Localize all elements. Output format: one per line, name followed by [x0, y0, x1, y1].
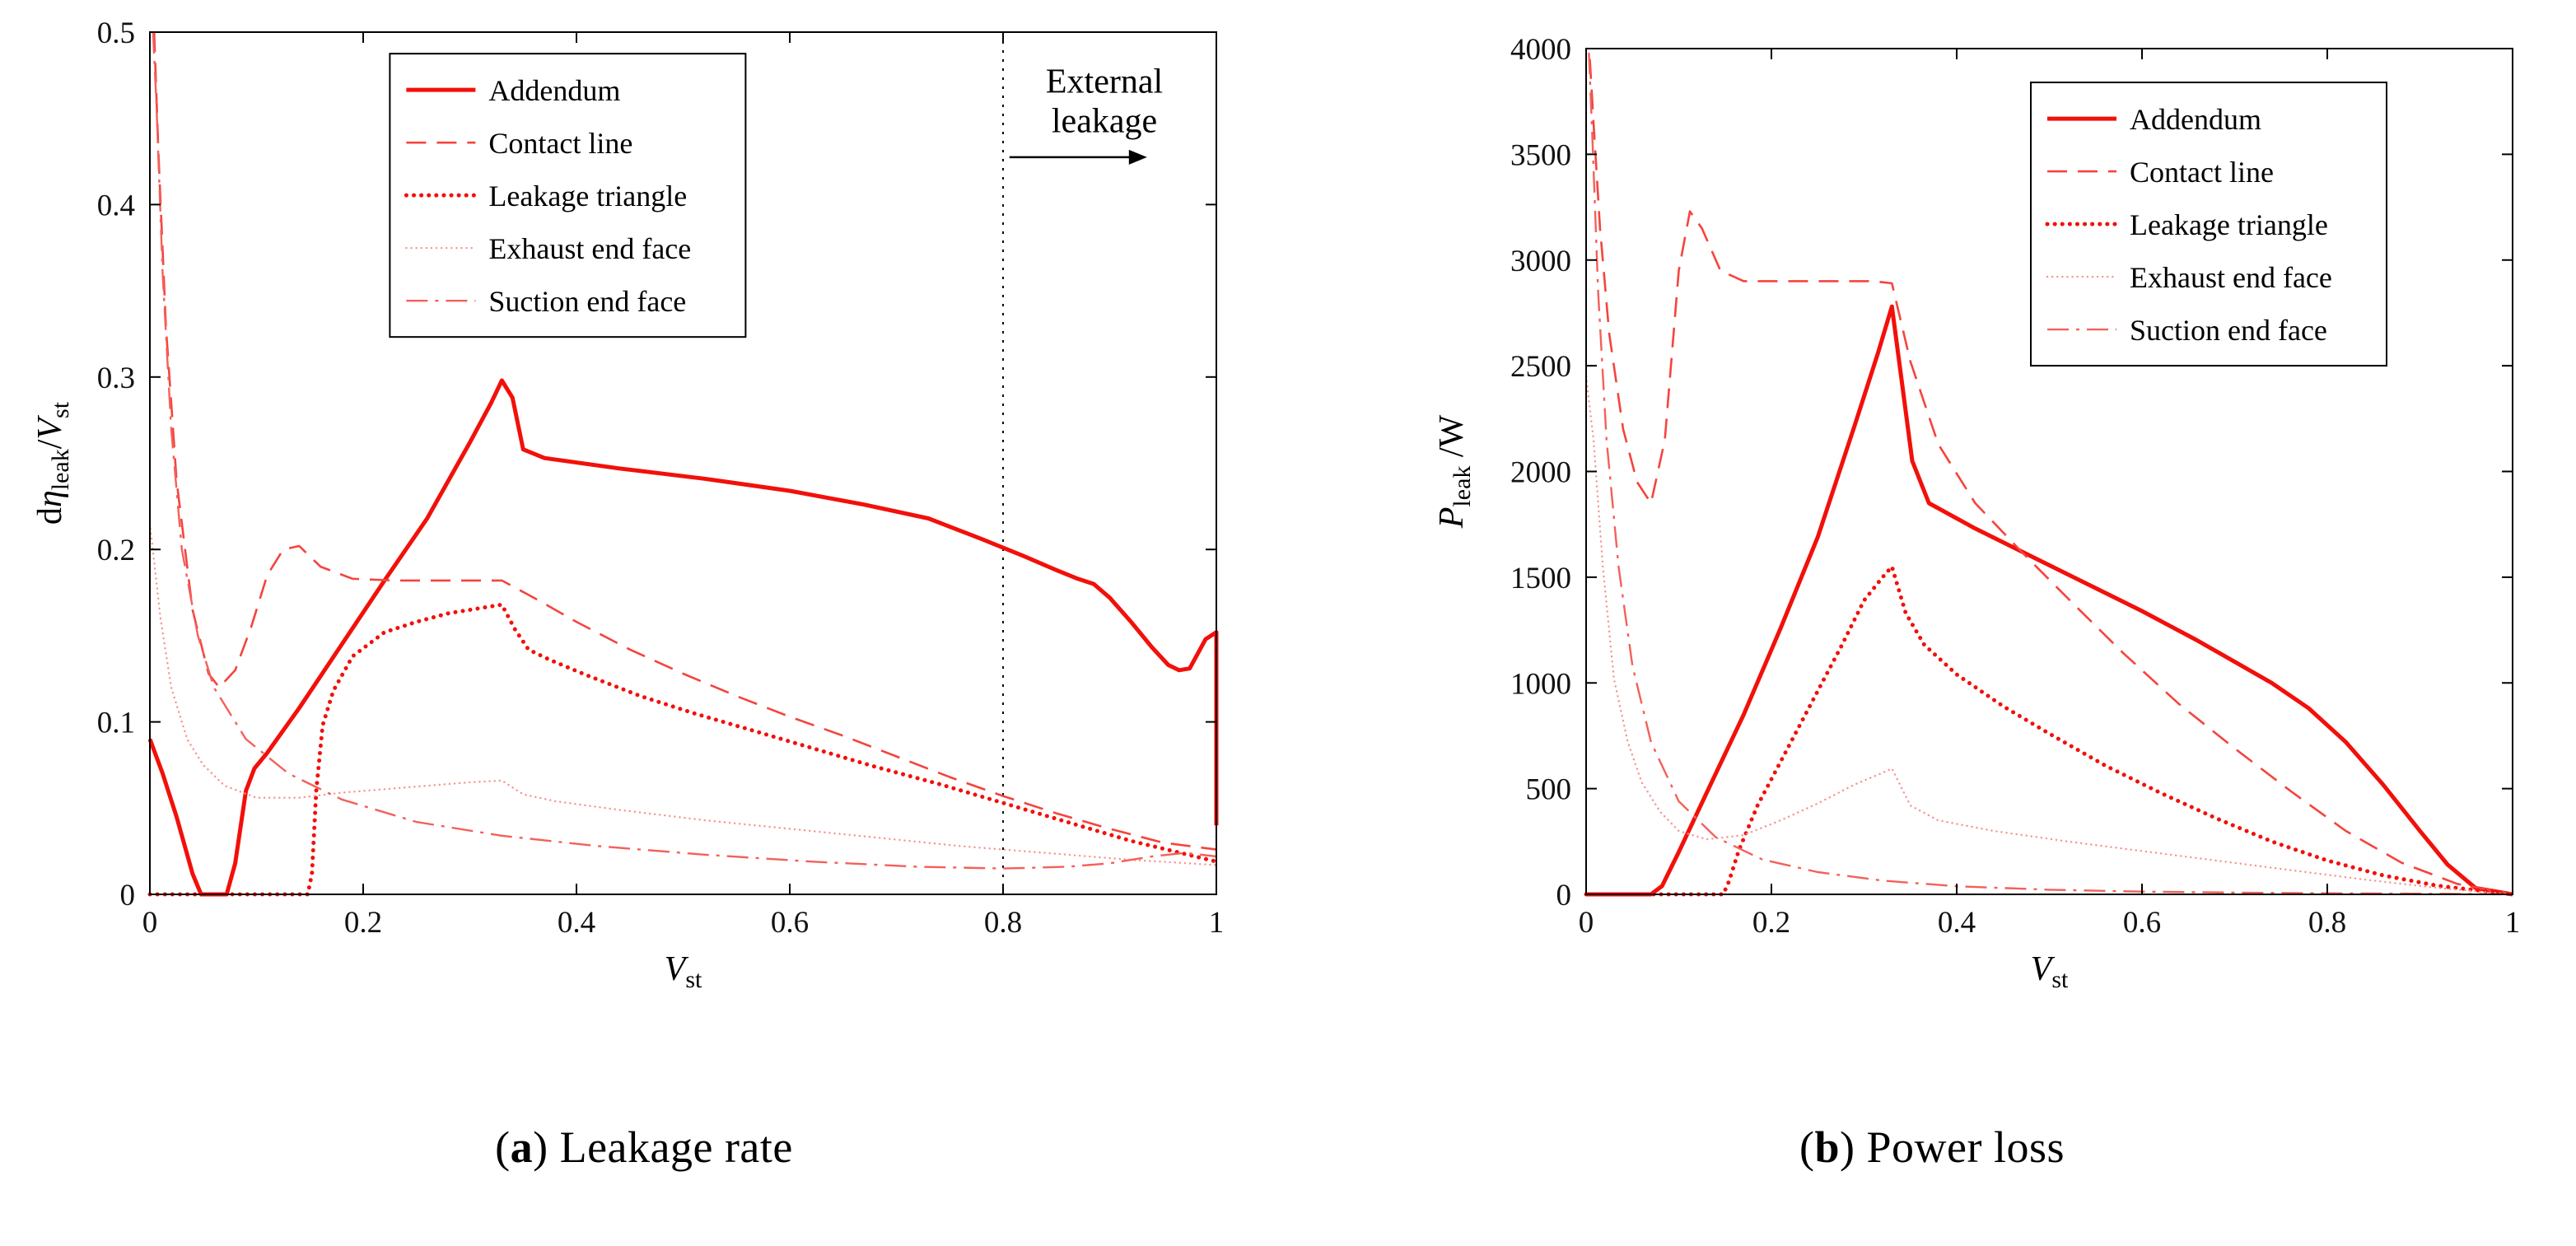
series-suction-end-face: [1588, 53, 2513, 896]
series-contact-line: [1589, 58, 2513, 896]
x-tick-label: 0.6: [2123, 906, 2161, 940]
x-tick-label: 0.2: [1752, 906, 1790, 940]
x-tick-label: 0.4: [558, 906, 595, 940]
series-addendum: [147, 378, 1219, 897]
caption-a: (a) Leakage rate: [495, 1122, 793, 1173]
caption-text-part: (: [1799, 1122, 1815, 1172]
series-exhaust-end-face: [1584, 375, 2514, 896]
caption-text-part: (: [495, 1122, 511, 1172]
y-tick-label: 2000: [1510, 456, 1571, 490]
caption-text-part: b: [1814, 1122, 1841, 1172]
y-tick-label: 4000: [1510, 33, 1571, 67]
chart-a: 0 0.2 0.4 0.6 0.8 1 0 0.1 0.2 0.3 0.4 0.5 Vst dηleak/…: [31, 16, 1225, 992]
y-tick-label: 0.1: [97, 707, 135, 740]
series-leakage-triangle: [1584, 564, 2515, 897]
x-tick-label: 0.4: [1938, 906, 1976, 940]
plot-frame: [149, 31, 1217, 895]
annotation-arrow-head: [1128, 149, 1147, 165]
legend-label-leakage-triangle: Leakage triangle: [2130, 208, 2328, 241]
legend-label-suction-end-face: Suction end face: [488, 285, 686, 318]
series-leakage-triangle: [147, 602, 1219, 897]
series-addendum: [1586, 304, 2513, 897]
caption-text-part: a: [510, 1122, 534, 1172]
legend-label-contact-line: Contact line: [488, 127, 632, 160]
legend-label-contact-line: Contact line: [2130, 156, 2274, 189]
caption-text-part: ) Power loss: [1840, 1122, 2065, 1172]
y-tick-label: 2500: [1510, 350, 1571, 384]
x-tick-label: 0: [142, 906, 158, 940]
legend-box: [2030, 82, 2387, 367]
y-tick-label: 0: [120, 879, 136, 912]
y-axis-label: dηleak/Vst: [31, 401, 74, 525]
x-tick-label: 1: [2505, 906, 2521, 940]
x-tick-label: 0.8: [2308, 906, 2346, 940]
y-tick-label: 3500: [1510, 138, 1571, 172]
x-tick-label: 0.8: [984, 906, 1022, 940]
legend-label-addendum: Addendum: [2130, 103, 2261, 136]
series-suction-end-face: [152, 31, 1217, 870]
y-tick-label: 0.3: [97, 362, 135, 395]
y-tick-label: 500: [1526, 773, 1572, 807]
legend-label-exhaust-end-face: Exhaust end face: [488, 232, 691, 265]
y-axis-label: Pleak /W: [1433, 414, 1476, 529]
series-exhaust-end-face: [148, 522, 1218, 866]
series-contact-line: [152, 31, 1217, 851]
figure: 0 0.2 0.4 0.6 0.8 1 0 0.1 0.2 0.3 0.4 0.5 Vst dηleak/…: [0, 12, 2576, 1173]
y-tick-label: 0.2: [97, 534, 135, 567]
x-tick-label: 0.6: [771, 906, 809, 940]
chart-b: 0 0.2 0.4 0.6 0.8 1 0 500 1000 1500 2000 2500 3000 35…: [1433, 33, 2521, 992]
x-axis-label: Vst: [665, 950, 702, 992]
legend-label-suction-end-face: Suction end face: [2130, 314, 2327, 347]
y-tick-label: 1000: [1510, 667, 1571, 701]
y-tick-label: 0.5: [97, 16, 135, 50]
y-tick-label: 3000: [1510, 245, 1571, 278]
x-tick-label: 0: [1579, 906, 1594, 940]
legend-label-leakage-triangle: Leakage triangle: [488, 180, 687, 212]
y-tick-label: 1500: [1510, 562, 1571, 595]
y-tick-label: 0: [1556, 879, 1572, 912]
x-tick-label: 1: [1209, 906, 1225, 940]
x-axis-label: Vst: [2031, 950, 2069, 992]
legend-box: [389, 53, 747, 338]
annotation-text: leakage: [1052, 102, 1157, 140]
panel-a: 0 0.2 0.4 0.6 0.8 1 0 0.1 0.2 0.3 0.4 0.5 Vst dηleak/…: [0, 12, 1288, 1173]
legend-label-addendum: Addendum: [488, 74, 620, 107]
annotation-text: External: [1046, 63, 1163, 100]
y-tick-label: 0.4: [97, 189, 135, 222]
legend-label-exhaust-end-face: Exhaust end face: [2130, 261, 2332, 294]
caption-text-part: ) Leakage rate: [533, 1122, 793, 1172]
caption-b: (b) Power loss: [1799, 1122, 2065, 1173]
x-tick-label: 0.2: [344, 906, 382, 940]
panel-b: 0 0.2 0.4 0.6 0.8 1 0 500 1000 1500 2000 2500 3000 35…: [1288, 12, 2576, 1173]
